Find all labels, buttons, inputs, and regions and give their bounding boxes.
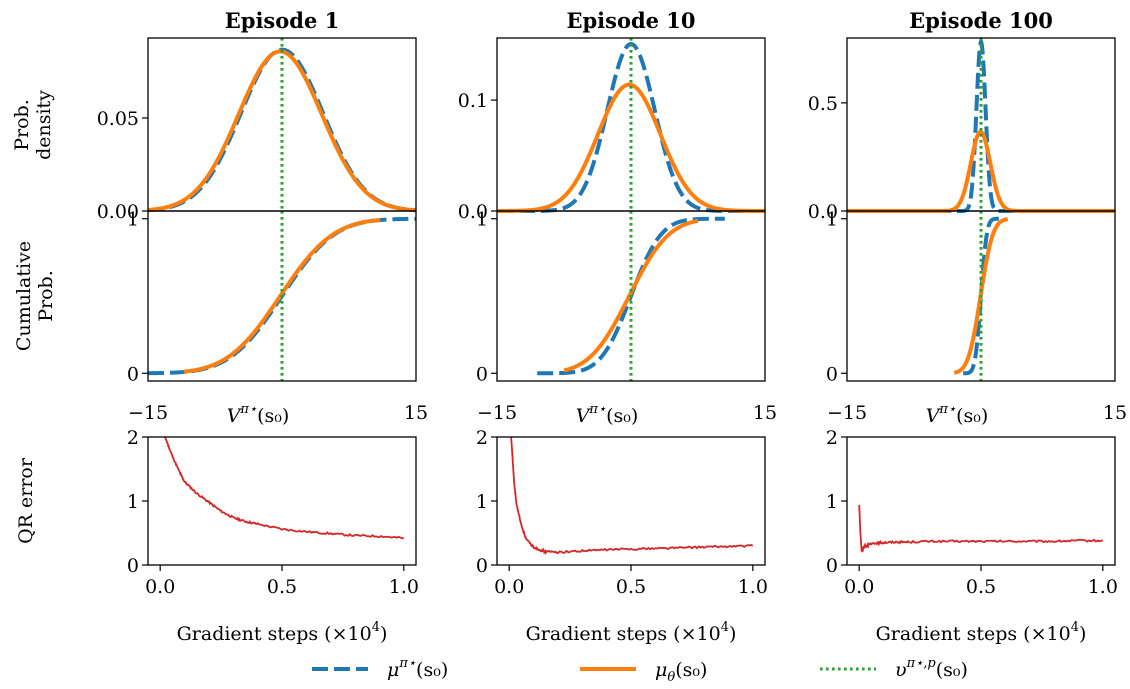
legend-label: μπ⋆(s₀)	[387, 656, 448, 681]
qr-xtick-label: 1.0	[738, 576, 768, 598]
chart_data.0.cdf-ytick-label: 0	[127, 363, 139, 385]
chart_data.0.qr-ytick-label: 0	[127, 555, 139, 577]
density-row-label-line: Prob.	[11, 99, 33, 151]
v-xtick-label: −15	[477, 402, 517, 424]
panel-title: Episode 1	[225, 8, 339, 33]
qr-xtick-label: 1.0	[1088, 576, 1118, 598]
qr-xtick-label: 1.0	[389, 576, 419, 598]
chart_data.1.cdf-ytick-label: 1	[476, 209, 488, 231]
legend: μπ⋆(s₀) μθ(s₀) υπ⋆,p(s₀)	[312, 656, 968, 685]
density-row-label: Prob. density	[11, 90, 55, 160]
chart_data.2.density-ytick-label: 0.5	[808, 93, 838, 115]
chart_data.0.qr-ytick-label: 1	[127, 491, 139, 513]
chart_data.2.qr-ytick-label: 2	[826, 427, 838, 449]
qr-frame	[846, 436, 1116, 566]
cdf-series-orange	[183, 217, 381, 374]
density-series-orange	[497, 82, 765, 213]
v-xtick-label: 15	[753, 402, 777, 424]
qr-xtick-label: 0.0	[145, 576, 175, 598]
v-xtick-label: −15	[827, 402, 867, 424]
density-series-blue	[847, 36, 1115, 213]
qr-xtick-label: 0.0	[494, 576, 524, 598]
panel-title: Episode 100	[909, 8, 1053, 33]
chart_data.2.cdf-ytick-label: 1	[826, 209, 838, 231]
chart_data.1.cdf-ytick-label: 0	[476, 363, 488, 385]
qr-error-line	[164, 437, 404, 540]
chart_data.2.density-ytick-label: 0.0	[808, 201, 838, 223]
cdf-row-label-line: Cumulative	[13, 241, 35, 351]
cdf-frame	[846, 210, 1116, 382]
cdf-series-blue	[963, 216, 999, 376]
density-panel: 0.0 0.5	[808, 36, 1116, 223]
cdf-panel: 01	[826, 209, 1116, 385]
chart_data.1.qr-ytick-label: 1	[476, 491, 488, 513]
chart_data.1.qr-ytick-label: 2	[476, 427, 488, 449]
qr-xlabel: Gradient steps (×104)	[876, 620, 1087, 645]
cdf-panel: 01	[476, 209, 766, 385]
density-panel: 0.00 0.05	[97, 37, 417, 223]
chart_data.0.density-ytick-label: 0.05	[97, 108, 139, 130]
v-xtick-label: 15	[1103, 402, 1127, 424]
v-xtick-label: −15	[128, 402, 168, 424]
v-xtick-label: 15	[404, 402, 428, 424]
qr-xtick-label: 0.5	[267, 576, 297, 598]
legend-label: μθ(s₀)	[655, 659, 707, 685]
v-xlabel: Vπ⋆(s₀)	[227, 402, 290, 427]
qr-error-line	[858, 504, 1103, 553]
chart_data.2.qr-ytick-label: 1	[826, 491, 838, 513]
chart_data.0.cdf-ytick-label: 1	[127, 209, 139, 231]
v-xlabel: Vπ⋆(s₀)	[576, 402, 639, 427]
chart_data.0.qr-ytick-label: 2	[127, 427, 139, 449]
qr-error-line	[510, 437, 754, 556]
qr-xlabel: Gradient steps (×104)	[177, 620, 388, 645]
cdf-series-orange	[953, 217, 1009, 375]
cdf-frame	[496, 210, 766, 382]
density-row-label-line: density	[33, 90, 55, 160]
chart_data.1.qr-ytick-label: 0	[476, 555, 488, 577]
chart_data.1.density-ytick-label: 0.1	[458, 90, 488, 112]
panel-title: Episode 10	[566, 8, 695, 33]
chart_data.2.cdf-ytick-label: 0	[826, 363, 838, 385]
qr-xtick-label: 0.5	[966, 576, 996, 598]
qr-row-label: QR error	[15, 457, 37, 544]
cdf-frame	[147, 210, 417, 382]
qr-frame	[147, 436, 417, 566]
chart_data.0.density-ytick-label: 0.00	[97, 201, 139, 223]
chart_data.2.qr-ytick-label: 0	[826, 555, 838, 577]
cdf-panel: 01	[127, 209, 417, 385]
chart_data.1.density-ytick-label: 0.0	[458, 201, 488, 223]
qr-xlabel: Gradient steps (×104)	[526, 620, 737, 645]
v-xlabel: Vπ⋆(s₀)	[926, 402, 989, 427]
cdf-row-label-line: Prob.	[35, 270, 57, 322]
qr-row-label-line: QR error	[15, 457, 37, 544]
cdf-series-orange	[563, 218, 699, 373]
legend-label: υπ⋆,p(s₀)	[895, 656, 968, 681]
cdf-row-label: Cumulative Prob.	[13, 241, 57, 351]
qr-xtick-label: 0.0	[844, 576, 874, 598]
qr-xtick-label: 0.5	[616, 576, 646, 598]
density-panel: 0.0 0.1	[458, 37, 766, 223]
